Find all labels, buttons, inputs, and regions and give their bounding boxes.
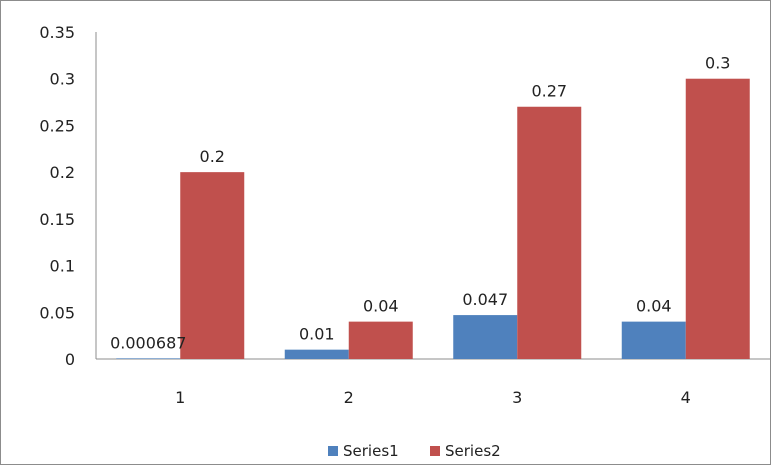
x-tick-label: 1 bbox=[175, 388, 185, 407]
x-tick-label: 4 bbox=[681, 388, 691, 407]
legend-swatch-series1 bbox=[328, 446, 338, 456]
bar-series2-2 bbox=[348, 321, 413, 359]
legend: Series1 Series2 bbox=[328, 442, 501, 460]
data-label-series2-3: 0.27 bbox=[531, 82, 567, 101]
legend-swatch-series2 bbox=[430, 446, 440, 456]
bar-series2-1 bbox=[180, 172, 245, 359]
legend-label-series1: Series1 bbox=[343, 442, 399, 460]
x-tick-labels: 1 2 3 4 bbox=[175, 388, 691, 407]
x-tick-label: 3 bbox=[512, 388, 522, 407]
bar-series2-3 bbox=[517, 106, 582, 359]
y-tick-label: 0.05 bbox=[39, 303, 75, 322]
y-tick-label: 0.3 bbox=[50, 70, 75, 89]
x-tick-label: 2 bbox=[344, 388, 354, 407]
y-tick-labels: 0 0.05 0.1 0.15 0.2 0.25 0.3 0.35 bbox=[39, 23, 75, 369]
y-tick-label: 0 bbox=[65, 350, 75, 369]
bars bbox=[116, 78, 750, 359]
data-label-series1-1: 0.000687 bbox=[110, 333, 186, 352]
y-tick-label: 0.35 bbox=[39, 23, 75, 42]
y-tick-label: 0.15 bbox=[39, 210, 75, 229]
bar-series1-2 bbox=[284, 349, 349, 359]
bar-series1-4 bbox=[621, 321, 686, 359]
bar-series2-4 bbox=[685, 78, 750, 359]
bar-series1-3 bbox=[453, 315, 518, 359]
data-labels: 0.000687 0.2 0.01 0.04 0.047 0.27 0.04 0.3 bbox=[110, 54, 730, 353]
data-label-series1-2: 0.01 bbox=[299, 325, 335, 344]
data-label-series2-2: 0.04 bbox=[363, 297, 399, 316]
y-tick-label: 0.1 bbox=[50, 257, 75, 276]
data-label-series1-3: 0.047 bbox=[462, 290, 508, 309]
data-label-series2-4: 0.3 bbox=[705, 54, 730, 73]
data-label-series2-1: 0.2 bbox=[200, 147, 225, 166]
data-label-series1-4: 0.04 bbox=[636, 297, 672, 316]
bar-series1-1 bbox=[116, 358, 181, 359]
legend-label-series2: Series2 bbox=[445, 442, 501, 460]
y-tick-label: 0.2 bbox=[50, 163, 75, 182]
y-tick-label: 0.25 bbox=[39, 116, 75, 135]
